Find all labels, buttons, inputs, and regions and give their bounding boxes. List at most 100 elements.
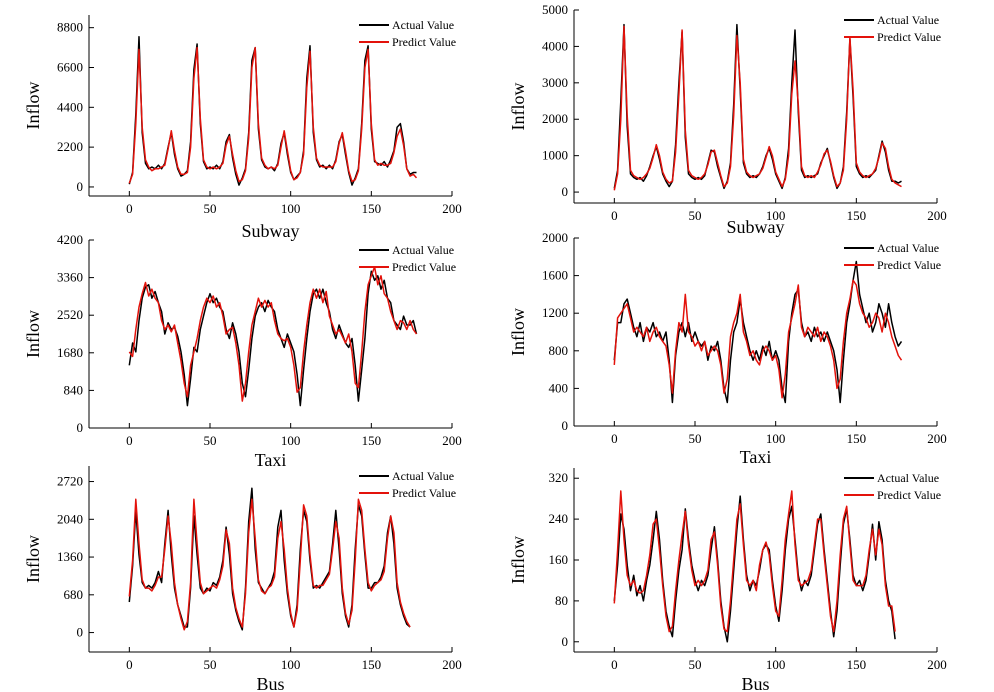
y-axis-title: Inflow <box>508 308 528 356</box>
y-axis-title: Inflow <box>508 83 528 131</box>
chart-panel-4: 0 400 800 1200 1600 2000 0 50 100 150 200 Inflow Tax… <box>508 230 947 467</box>
y-tick-label: 800 <box>549 343 569 358</box>
chart-panel-6: 0 80 160 240 320 0 50 100 150 200 Inflow Bus Actual … <box>508 468 947 692</box>
x-tick-label: 200 <box>927 657 947 672</box>
y-tick-label: 2000 <box>542 230 568 245</box>
y-tick-label: 0 <box>77 179 84 194</box>
y-tick-label: 4200 <box>57 232 83 247</box>
x-tick-label: 150 <box>847 208 867 223</box>
x-tick-label: 50 <box>689 657 702 672</box>
legend: Actual Value Predict Value <box>359 18 456 49</box>
legend: Actual Value Predict Value <box>844 241 941 272</box>
legend: Actual Value Predict Value <box>844 13 941 44</box>
y-tick-label: 80 <box>555 593 568 608</box>
x-tick-label: 0 <box>126 201 133 216</box>
x-tick-label: 200 <box>442 657 462 672</box>
x-tick-label: 150 <box>362 657 382 672</box>
y-tick-label: 1000 <box>542 148 568 163</box>
x-tick-label: 0 <box>611 208 618 223</box>
legend-label-predict: Predict Value <box>877 258 941 272</box>
y-tick-label: 840 <box>64 382 84 397</box>
legend-label-actual: Actual Value <box>392 469 454 483</box>
y-tick-label: 2520 <box>57 307 83 322</box>
x-axis-title: Subway <box>242 221 300 241</box>
x-tick-label: 150 <box>362 433 382 448</box>
y-tick-label: 1680 <box>57 345 83 360</box>
x-tick-label: 50 <box>689 431 702 446</box>
x-tick-label: 100 <box>766 431 786 446</box>
y-tick-label: 400 <box>549 380 569 395</box>
series-line-predict <box>128 498 411 631</box>
series-line-predict <box>613 25 902 191</box>
y-axis-title: Inflow <box>23 310 43 358</box>
y-tick-label: 6600 <box>57 59 83 74</box>
legend-label-actual: Actual Value <box>392 243 454 257</box>
series-line-actual <box>128 35 417 186</box>
y-tick-label: 1200 <box>542 305 568 320</box>
legend-label-predict: Predict Value <box>877 30 941 44</box>
y-tick-label: 240 <box>549 511 569 526</box>
chart-panel-5: 0 680 1360 2040 2720 0 50 100 150 200 Inflow Bus Act… <box>23 466 462 692</box>
y-tick-label: 0 <box>562 184 569 199</box>
series-line-actual <box>613 495 896 643</box>
x-tick-label: 0 <box>611 431 618 446</box>
chart-panel-3: 0 840 1680 2520 3360 4200 0 50 100 150 200 Inflow Ta… <box>23 232 462 470</box>
chart-panel-2: 0 1000 2000 3000 4000 5000 0 50 100 150 200 Inflow S… <box>508 2 947 237</box>
y-tick-label: 0 <box>77 420 84 435</box>
y-tick-label: 4400 <box>57 99 83 114</box>
series-line-actual <box>613 23 902 190</box>
y-tick-label: 1360 <box>57 549 83 564</box>
x-axis-title: Taxi <box>740 447 772 467</box>
chart-panel-1: 0 2200 4400 6600 8800 0 50 100 150 200 Inflow Subwa… <box>23 15 462 241</box>
x-axis-title: Bus <box>256 674 284 692</box>
y-tick-label: 680 <box>64 587 84 602</box>
legend-label-predict: Predict Value <box>392 486 456 500</box>
legend-label-actual: Actual Value <box>877 241 939 255</box>
y-tick-label: 320 <box>549 470 569 485</box>
x-tick-label: 100 <box>766 657 786 672</box>
x-tick-label: 100 <box>281 433 301 448</box>
y-tick-label: 2200 <box>57 139 83 154</box>
x-tick-label: 50 <box>204 201 217 216</box>
x-tick-label: 100 <box>281 657 301 672</box>
y-tick-label: 0 <box>562 634 569 649</box>
series-line-predict <box>128 266 418 402</box>
y-tick-label: 3360 <box>57 270 83 285</box>
series-line-actual <box>128 487 411 631</box>
x-tick-label: 0 <box>611 657 618 672</box>
legend-label-actual: Actual Value <box>392 18 454 32</box>
y-axis-title: Inflow <box>508 536 528 584</box>
legend: Actual Value Predict Value <box>359 469 456 500</box>
series-line-predict <box>128 46 418 184</box>
y-tick-label: 0 <box>562 418 569 433</box>
x-tick-label: 100 <box>766 208 786 223</box>
legend: Actual Value Predict Value <box>844 471 941 502</box>
y-tick-label: 2000 <box>542 111 568 126</box>
x-tick-label: 150 <box>847 657 867 672</box>
legend-label-predict: Predict Value <box>392 260 456 274</box>
y-tick-label: 1600 <box>542 268 568 283</box>
y-tick-label: 0 <box>77 625 84 640</box>
x-axis-title: Bus <box>741 674 769 692</box>
y-axis-title: Inflow <box>23 535 43 583</box>
series-line-predict <box>613 279 903 399</box>
legend: Actual Value Predict Value <box>359 243 456 274</box>
y-tick-label: 3000 <box>542 75 568 90</box>
y-tick-label: 5000 <box>542 2 568 17</box>
x-tick-label: 50 <box>689 208 702 223</box>
x-tick-label: 150 <box>362 201 382 216</box>
y-tick-label: 2040 <box>57 511 83 526</box>
x-axis-title: Taxi <box>255 450 287 470</box>
x-tick-label: 0 <box>126 433 133 448</box>
x-tick-label: 200 <box>927 431 947 446</box>
y-tick-label: 8800 <box>57 20 83 35</box>
legend-label-actual: Actual Value <box>877 13 939 27</box>
x-axis-title: Subway <box>727 217 785 237</box>
legend-label-actual: Actual Value <box>877 471 939 485</box>
x-tick-label: 50 <box>204 433 217 448</box>
y-tick-label: 2720 <box>57 474 83 489</box>
x-tick-label: 200 <box>442 433 462 448</box>
y-tick-label: 160 <box>549 552 569 567</box>
x-tick-label: 100 <box>281 201 301 216</box>
